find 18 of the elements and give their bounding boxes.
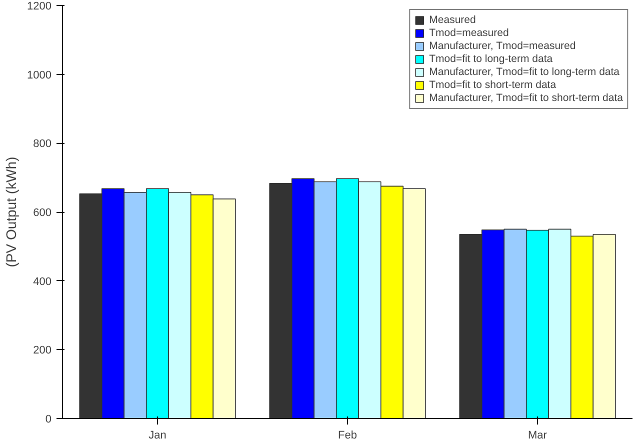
legend-label: Manufacturer, Tmod=fit to long-term data bbox=[429, 66, 620, 78]
y-tick-label: 0 bbox=[45, 414, 52, 426]
x-tick-label: Jan bbox=[148, 430, 166, 442]
legend-label: Manufacturer, Tmod=fit to short-term data bbox=[429, 92, 623, 104]
y-tick-label: 800 bbox=[33, 138, 52, 150]
legend-label: Tmod=measured bbox=[429, 27, 509, 39]
legend-label: Tmod=fit to short-term data bbox=[429, 79, 556, 91]
y-tick-label: 1000 bbox=[27, 69, 52, 82]
x-tick-label: Feb bbox=[338, 430, 357, 442]
legend-label: Measured bbox=[429, 14, 476, 26]
legend-label: Manufacturer, Tmod=measured bbox=[429, 40, 576, 52]
x-tick-label: Mar bbox=[528, 430, 548, 442]
y-tick-label: 400 bbox=[33, 276, 52, 288]
y-tick-label: 1200 bbox=[27, 0, 52, 12]
y-axis-title: (PV Output (kWh) bbox=[3, 156, 20, 268]
y-tick-label: 600 bbox=[33, 207, 52, 219]
legend-label: Tmod=fit to long-term data bbox=[429, 53, 553, 65]
y-tick-label: 200 bbox=[33, 344, 52, 357]
